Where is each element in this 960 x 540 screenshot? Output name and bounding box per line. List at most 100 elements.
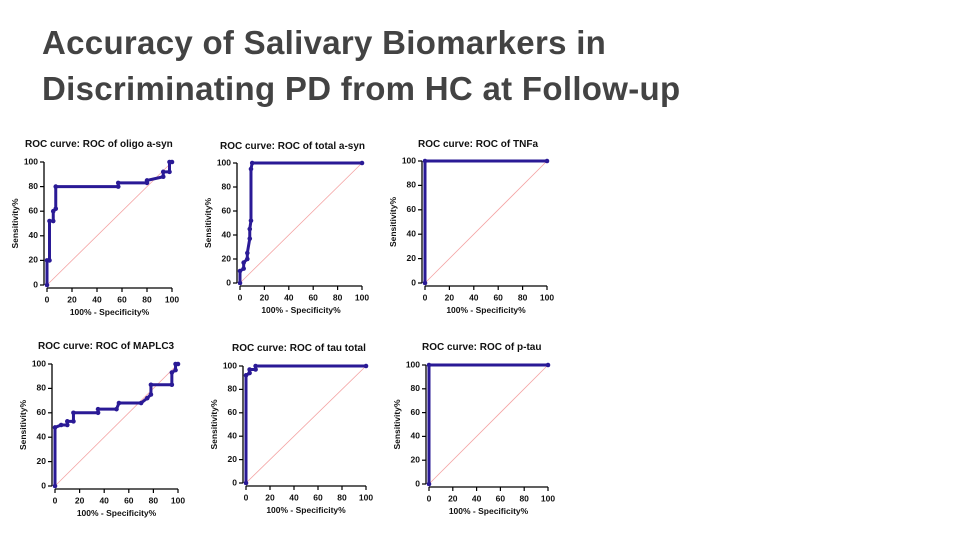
roc-point [422, 280, 428, 286]
roc-point [47, 218, 52, 224]
roc-point [160, 174, 166, 180]
reference-line [424, 160, 548, 284]
y-tick-label: 80 [37, 383, 47, 393]
roc-point [53, 184, 59, 189]
x-tick-label: 100 [541, 493, 555, 503]
y-axis-label: Sensitivity% [18, 400, 28, 451]
y-tick-label: 60 [29, 205, 39, 215]
y-axis-label: Sensitivity% [10, 198, 20, 249]
chart-title: ROC curve: ROC of total a-syn [220, 141, 365, 152]
chart-title: ROC curve: ROC of tau total [232, 343, 366, 354]
y-tick-label: 0 [41, 480, 46, 490]
y-tick-label: 20 [222, 253, 232, 263]
x-tick-label: 80 [149, 495, 159, 505]
y-axis-label: Sensitivity% [392, 399, 402, 450]
chart-title: ROC curve: ROC of p-tau [422, 342, 541, 353]
x-tick-label: 20 [265, 492, 275, 502]
y-tick-label: 80 [222, 181, 232, 191]
roc-point [71, 419, 76, 424]
roc-point [248, 166, 254, 172]
x-axis-label: 100% - Specificity% [449, 506, 529, 516]
roc-point [47, 258, 52, 263]
x-tick-label: 60 [124, 495, 134, 505]
x-tick-label: 40 [284, 292, 294, 302]
roc-point [115, 180, 121, 186]
y-tick-label: 0 [226, 277, 231, 287]
x-tick-label: 100 [355, 292, 369, 302]
roc-point [65, 422, 70, 428]
reference-line [428, 364, 549, 485]
reference-line [54, 363, 179, 487]
chart-title: ROC curve: ROC of MAPLC3 [38, 341, 175, 352]
roc-point [359, 160, 365, 166]
x-tick-label: 0 [423, 292, 428, 302]
x-tick-label: 60 [117, 294, 127, 304]
y-axis-label: Sensitivity% [388, 197, 398, 248]
x-axis-label: 100% - Specificity% [77, 508, 157, 518]
x-tick-label: 20 [67, 294, 77, 304]
x-tick-label: 0 [427, 493, 432, 503]
x-tick-label: 40 [472, 493, 482, 503]
y-tick-label: 60 [222, 205, 232, 215]
roc-point [160, 169, 166, 175]
y-tick-label: 80 [29, 181, 39, 191]
y-tick-label: 0 [415, 478, 420, 488]
x-tick-label: 80 [142, 294, 152, 304]
y-tick-label: 20 [37, 456, 47, 466]
y-tick-label: 100 [217, 157, 231, 167]
roc-chart: ROC curve: ROC of total a-syn 0 20 40 60 80 10… [203, 141, 369, 315]
x-tick-label: 60 [496, 493, 506, 503]
x-tick-label: 0 [53, 495, 58, 505]
roc-point [253, 363, 258, 369]
y-tick-label: 20 [29, 255, 39, 265]
x-tick-label: 100 [171, 495, 185, 505]
y-tick-label: 100 [402, 155, 416, 165]
roc-point [71, 410, 76, 416]
x-tick-label: 100 [165, 294, 179, 304]
roc-point [243, 480, 249, 486]
x-tick-label: 80 [518, 292, 528, 302]
y-tick-label: 20 [411, 454, 421, 464]
roc-point [245, 250, 250, 256]
y-tick-label: 40 [37, 431, 47, 441]
roc-point [545, 362, 551, 368]
roc-point [52, 425, 58, 430]
y-tick-label: 60 [411, 407, 421, 417]
reference-line [46, 161, 173, 286]
roc-point [247, 370, 252, 376]
x-axis-label: 100% - Specificity% [70, 307, 150, 317]
roc-point [245, 256, 250, 262]
roc-point [422, 158, 428, 164]
roc-point [58, 422, 64, 428]
y-tick-label: 80 [228, 384, 238, 394]
roc-point [169, 159, 175, 165]
x-tick-label: 20 [445, 292, 455, 302]
roc-point [363, 363, 369, 369]
y-tick-label: 100 [24, 156, 38, 166]
y-tick-label: 40 [228, 430, 238, 440]
reference-line [245, 365, 367, 484]
roc-point [115, 184, 121, 189]
x-tick-label: 0 [244, 492, 249, 502]
roc-point [44, 282, 50, 288]
roc-point [243, 373, 249, 378]
y-tick-label: 60 [37, 407, 47, 417]
y-tick-label: 20 [407, 253, 417, 263]
roc-point [167, 169, 172, 175]
roc-point [544, 158, 550, 164]
roc-point [237, 268, 243, 274]
roc-point [144, 178, 150, 183]
y-tick-label: 100 [32, 358, 46, 368]
roc-chart: ROC curve: ROC of oligo a-syn 0 20 40 60 80 10… [10, 139, 179, 317]
roc-point [247, 226, 253, 232]
y-tick-label: 80 [407, 180, 417, 190]
roc-point [175, 361, 181, 367]
roc-point [116, 400, 122, 406]
roc-point [169, 382, 175, 388]
roc-chart: ROC curve: ROC of p-tau 0 20 40 60 80 100 0 20 40… [392, 342, 555, 516]
x-tick-label: 80 [333, 292, 343, 302]
roc-point [169, 370, 175, 375]
y-tick-label: 100 [406, 359, 420, 369]
roc-point [247, 236, 253, 241]
